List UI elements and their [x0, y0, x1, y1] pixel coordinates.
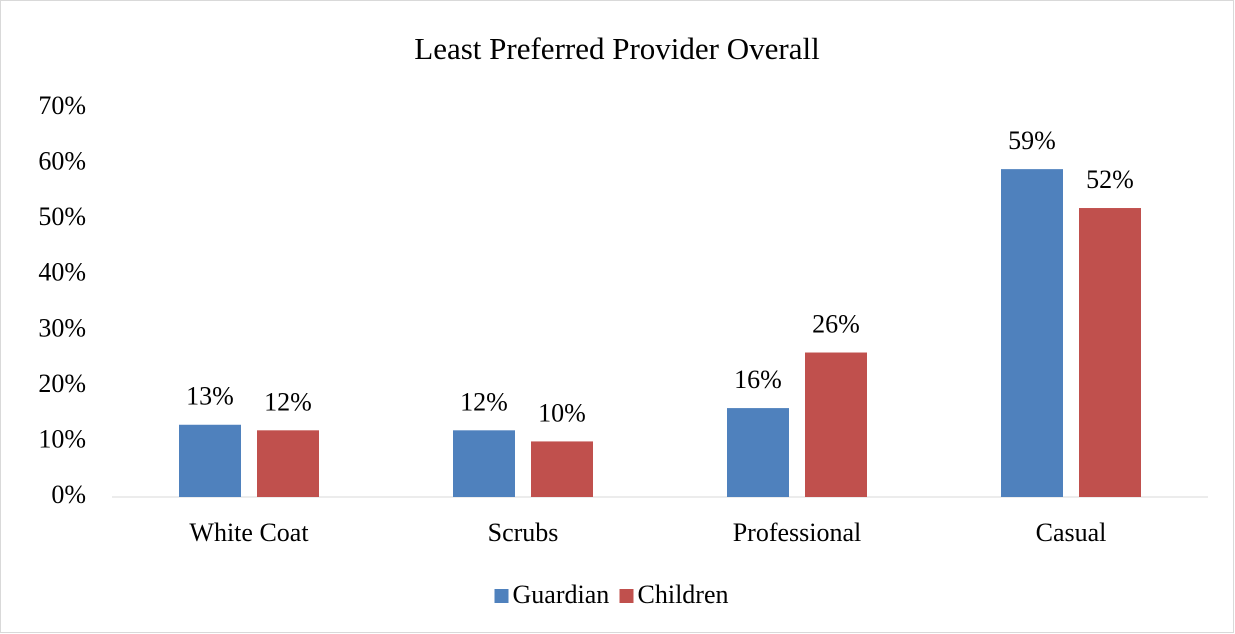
x-tick-label: Casual: [1036, 518, 1107, 547]
legend-label: Guardian: [513, 580, 610, 609]
bar: [727, 408, 789, 497]
value-label: 10%: [538, 398, 586, 427]
y-tick-label: 0%: [51, 480, 86, 509]
y-tick-label: 50%: [38, 202, 86, 231]
legend-swatch: [619, 589, 634, 603]
y-tick-label: 40%: [38, 258, 86, 287]
chart-title: Least Preferred Provider Overall: [414, 31, 819, 66]
legend-swatch: [494, 589, 509, 603]
y-tick-label: 60%: [38, 147, 86, 176]
value-label: 59%: [1008, 126, 1056, 155]
legend-label: Children: [638, 580, 729, 609]
value-label: 12%: [264, 387, 312, 416]
x-tick-label: White Coat: [189, 518, 309, 547]
y-tick-label: 70%: [38, 91, 86, 120]
x-tick-label: Professional: [733, 518, 862, 547]
value-label: 12%: [460, 387, 508, 416]
value-label: 13%: [186, 382, 234, 411]
value-label: 26%: [812, 309, 860, 338]
y-tick-label: 30%: [38, 313, 86, 342]
value-label: 16%: [734, 365, 782, 394]
bar: [179, 424, 241, 497]
bar: [805, 352, 867, 497]
bar: [453, 430, 515, 497]
bar: [1001, 169, 1063, 497]
bar: [531, 441, 593, 497]
bar: [1079, 208, 1141, 497]
value-label: 52%: [1086, 165, 1134, 194]
y-tick-label: 10%: [38, 424, 86, 453]
x-tick-label: Scrubs: [488, 518, 559, 547]
y-tick-label: 20%: [38, 369, 86, 398]
bar: [257, 430, 319, 497]
